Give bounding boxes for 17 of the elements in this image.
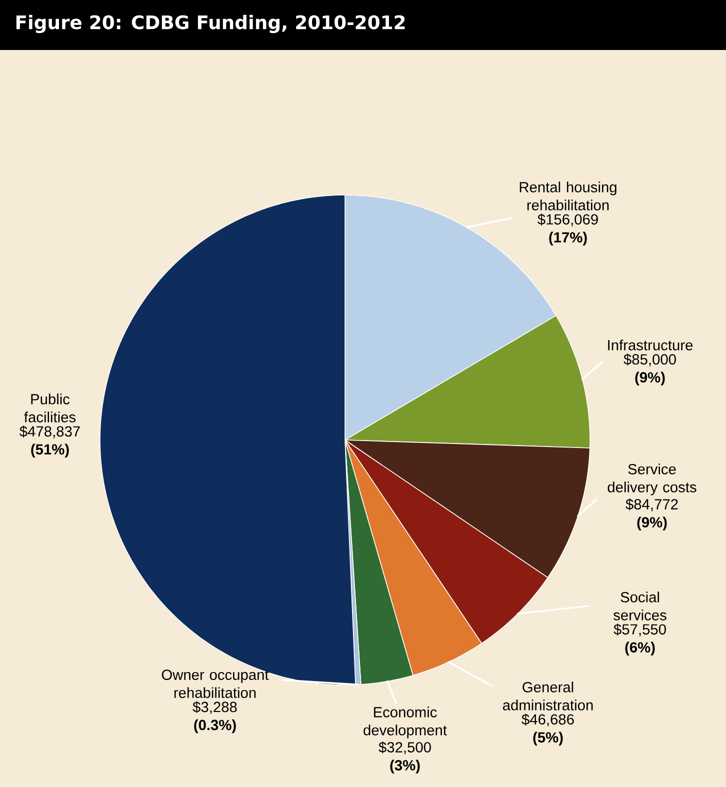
data-label: $32,500 (3%) xyxy=(378,741,431,774)
chart-title: Figure 20: CDBG Funding, 2010-2012 xyxy=(16,14,405,34)
slice-label: General administration xyxy=(502,682,593,710)
slice-label: Rental housing rehabilitation xyxy=(520,182,616,210)
data-label: $84,772 (9%) xyxy=(626,498,678,530)
data-label: $478,837 (51%) xyxy=(20,426,80,458)
slice-label: Service delivery costs xyxy=(608,464,696,496)
data-label: $57,550 (6%) xyxy=(614,624,666,656)
slice-label: Owner occupant rehabilitation xyxy=(162,670,269,698)
data-label: $3,288 (0.3%) xyxy=(192,701,237,734)
slice-label: Economic development xyxy=(364,706,447,738)
legend-label: Social services xyxy=(614,592,666,620)
slice-label: Infrastructure xyxy=(608,340,693,350)
data-label: $85,000 (9%) xyxy=(624,354,676,386)
data-label: $46,686 (5%) xyxy=(522,714,574,746)
slice-label: Public facilities xyxy=(24,394,76,422)
data-label: $156,069 (17%) xyxy=(538,214,598,246)
